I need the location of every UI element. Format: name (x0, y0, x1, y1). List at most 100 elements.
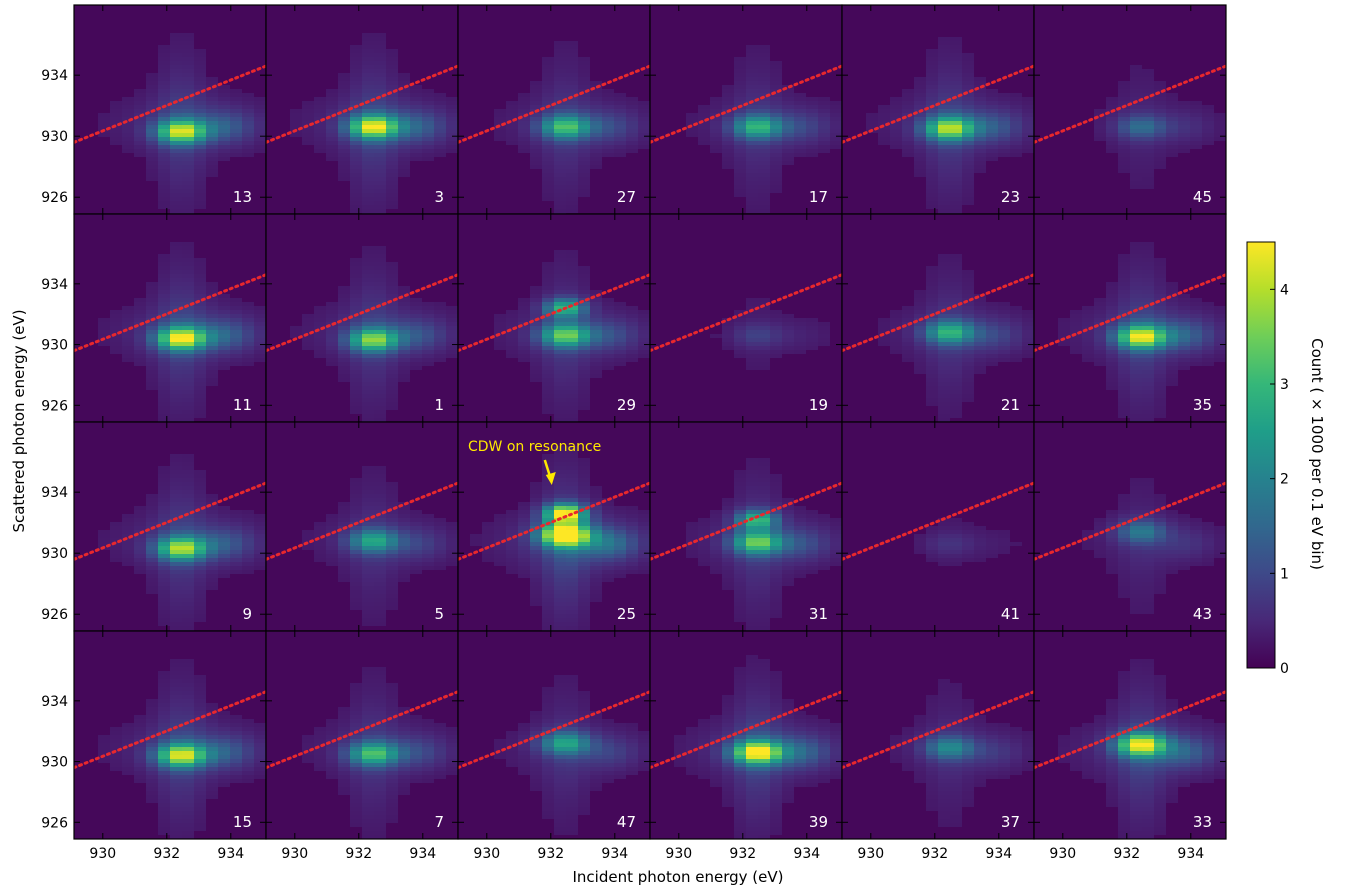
heatmap-cell (398, 117, 410, 121)
heatmap-cell (818, 330, 830, 334)
heatmap-cell (1082, 530, 1094, 534)
heatmap-cell (926, 550, 938, 554)
heatmap-cell (914, 117, 926, 121)
heatmap-cell (758, 161, 770, 165)
heatmap-cell (782, 133, 794, 137)
heatmap-cell (362, 197, 374, 201)
heatmap-cell (314, 522, 326, 526)
heatmap-cell (962, 382, 974, 386)
heatmap-cell (242, 554, 254, 558)
heatmap-cell (938, 558, 950, 562)
heatmap-cell (374, 302, 386, 306)
heatmap-cell (830, 530, 842, 534)
heatmap-cell (374, 93, 386, 97)
heatmap-cell (926, 121, 938, 125)
heatmap-cell (1010, 354, 1022, 358)
heatmap-cell (950, 81, 962, 85)
heatmap-cell (374, 73, 386, 77)
heatmap-cell (146, 137, 158, 141)
heatmap-cell (158, 382, 170, 386)
heatmap-cell (974, 330, 986, 334)
heatmap-cell (1118, 330, 1130, 334)
heatmap-cell (338, 546, 350, 550)
heatmap-cell (134, 137, 146, 141)
heatmap-cell (398, 366, 410, 370)
heatmap-cell (470, 542, 482, 546)
heatmap-cell (974, 322, 986, 326)
panel-29: 29 (457, 213, 651, 423)
heatmap-cell (602, 322, 614, 326)
heatmap-cell (770, 129, 782, 133)
heatmap-cell (1130, 145, 1142, 149)
heatmap-cell (374, 502, 386, 506)
heatmap-cell (350, 346, 362, 350)
heatmap-cell (386, 342, 398, 346)
heatmap-cell (554, 466, 566, 470)
heatmap-cell (962, 145, 974, 149)
heatmap-cell (758, 73, 770, 77)
heatmap-cell (770, 598, 782, 602)
heatmap-cell (950, 37, 962, 41)
heatmap-cell (242, 101, 254, 105)
heatmap-cell (950, 538, 962, 542)
heatmap-cell (530, 310, 542, 314)
heatmap-cell (1130, 302, 1142, 306)
heatmap-cell (938, 165, 950, 169)
heatmap-cell (1142, 141, 1154, 145)
heatmap-cell (194, 282, 206, 286)
heatmap-cell (914, 346, 926, 350)
heatmap-cell (1130, 97, 1142, 101)
heatmap-cell (398, 354, 410, 358)
heatmap-cell (434, 310, 446, 314)
heatmap-cell (386, 109, 398, 113)
heatmap-cell (926, 157, 938, 161)
heatmap-cell (542, 606, 554, 610)
panel-35: 35 (1033, 213, 1227, 423)
reference-line (266, 481, 458, 561)
heatmap-cell (542, 298, 554, 302)
heatmap-cell (782, 566, 794, 570)
heatmap-cell (122, 314, 134, 318)
heatmap-cell (1130, 290, 1142, 294)
heatmap-cell (146, 386, 158, 390)
heatmap-cell (578, 578, 590, 582)
heatmap-cell (386, 125, 398, 129)
heatmap-cell (758, 594, 770, 598)
heatmap-cell (566, 61, 578, 65)
heatmap-cell (938, 322, 950, 326)
heatmap-cell (746, 562, 758, 566)
heatmap-cell (362, 598, 374, 602)
heatmap-cell (590, 554, 602, 558)
heatmap-cell (806, 334, 818, 338)
heatmap-cell (410, 554, 422, 558)
heatmap-cell (158, 562, 170, 566)
heatmap-cell (530, 326, 542, 330)
heatmap-cell (194, 398, 206, 402)
heatmap-cell (170, 169, 182, 173)
heatmap-cell (950, 278, 962, 282)
heatmap-cell (218, 318, 230, 322)
heatmap-cell (302, 117, 314, 121)
heatmap-cell (230, 93, 242, 97)
heatmap-cell (1106, 133, 1118, 137)
heatmap-cell (194, 374, 206, 378)
heatmap-cell (758, 338, 770, 342)
heatmap-cell (302, 137, 314, 141)
heatmap-cell (782, 518, 794, 522)
heatmap-cell (194, 314, 206, 318)
heatmap-cell (770, 486, 782, 490)
heatmap-cell (914, 550, 926, 554)
heatmap-cell (98, 342, 110, 346)
panel-17: 17 (649, 4, 843, 215)
heatmap-cell (542, 550, 554, 554)
heatmap-cell (206, 578, 218, 582)
heatmap-cell (794, 550, 806, 554)
heatmap-cell (554, 354, 566, 358)
heatmap-cell (122, 306, 134, 310)
heatmap-cell (530, 314, 542, 318)
heatmap-cell (542, 586, 554, 590)
heatmap-cell (350, 594, 362, 598)
heatmap-cell (1166, 366, 1178, 370)
heatmap-cell (446, 326, 458, 330)
heatmap-cell (182, 386, 194, 390)
